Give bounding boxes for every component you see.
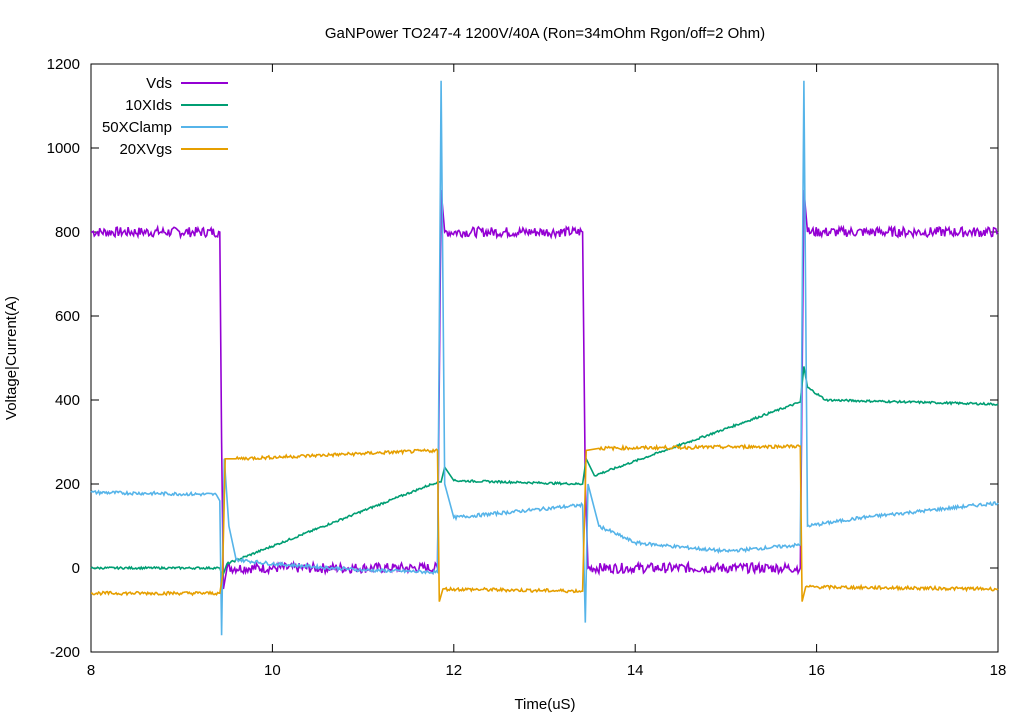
y-axis-label: Voltage|Current(A) xyxy=(3,296,20,420)
x-tick-label: 10 xyxy=(264,662,281,679)
legend-label: Vds xyxy=(146,75,172,92)
series-line-vds xyxy=(90,189,999,590)
series-layer xyxy=(90,80,999,636)
y-tick-label: -200 xyxy=(50,644,80,661)
axis-ticks: 8 10 12 14 16 18 -200 0 200 400 600 800 1000 1200 xyxy=(47,56,1007,679)
x-tick-label: 16 xyxy=(808,662,825,679)
series-line-20xvgs xyxy=(91,443,999,602)
y-tick-label: 200 xyxy=(55,476,80,493)
y-tick-label: 1200 xyxy=(47,56,80,73)
legend-label: 10XIds xyxy=(125,97,172,114)
series-line-50xclamp xyxy=(90,80,999,636)
y-tick-label: 400 xyxy=(55,392,80,409)
x-tick-label: 8 xyxy=(87,662,95,679)
legend-label: 50XClamp xyxy=(102,119,172,136)
y-tick-label: 1000 xyxy=(47,140,80,157)
series-line-10xids xyxy=(90,366,999,579)
y-tick-label: 800 xyxy=(55,224,80,241)
legend: Vds 10XIds 50XClamp 20XVgs xyxy=(102,75,228,158)
x-axis-label: Time(uS) xyxy=(514,696,575,713)
chart-title: GaNPower TO247-4 1200V/40A (Ron=34mOhm R… xyxy=(325,25,765,42)
plot-frame xyxy=(90,63,999,653)
x-tick-label: 14 xyxy=(627,662,644,679)
y-tick-label: 0 xyxy=(72,560,80,577)
x-tick-label: 18 xyxy=(990,662,1007,679)
y-tick-label: 600 xyxy=(55,308,80,325)
x-tick-label: 12 xyxy=(445,662,462,679)
legend-label: 20XVgs xyxy=(119,141,172,158)
